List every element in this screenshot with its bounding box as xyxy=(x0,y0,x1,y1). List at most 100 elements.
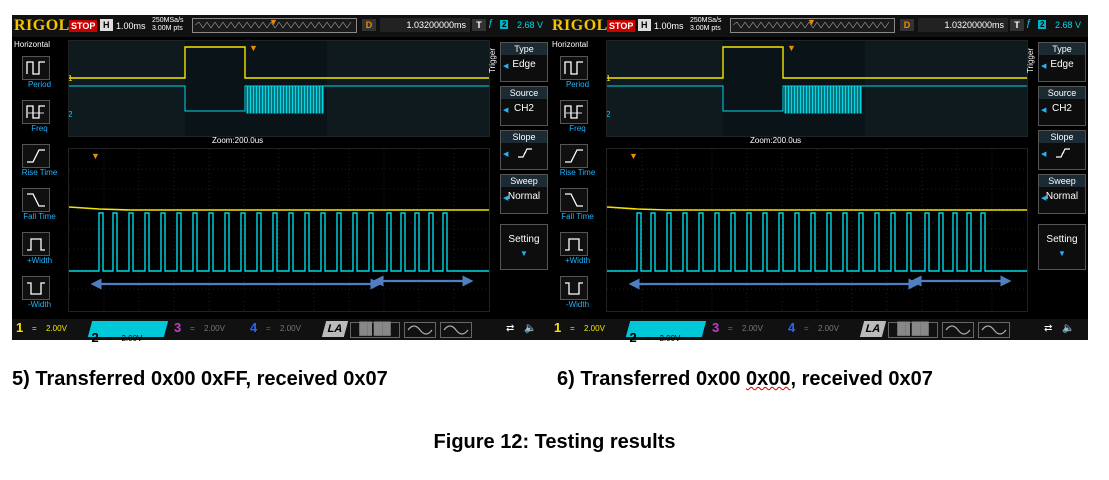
ch1-scale[interactable]: 1 = 2.00V xyxy=(554,320,605,335)
main-waveform-window[interactable]: ▼ Transferred data Received data xyxy=(68,148,490,312)
speaker-mute-icon[interactable]: 🔈 xyxy=(1062,323,1075,334)
trigger-source-button[interactable]: Source ◀ CH2 xyxy=(1038,86,1086,126)
waveform-display: ▼ xyxy=(69,149,489,311)
period-icon xyxy=(26,61,45,75)
rising-slope-icon xyxy=(518,148,532,158)
zoom-overview-window[interactable]: 1 2 ▼ xyxy=(68,40,490,137)
timebase-value: 1.00ms xyxy=(654,21,684,31)
ch1-marker: 1 xyxy=(607,74,611,83)
minus-width-icon xyxy=(565,282,583,295)
measure-plus-width-button[interactable]: +Width xyxy=(12,232,67,272)
ch2-trace xyxy=(607,212,1027,272)
measure-plus-width-button[interactable]: +Width xyxy=(550,232,605,272)
plus-width-icon xyxy=(565,238,583,251)
measure-period-button[interactable]: Period xyxy=(12,56,67,96)
speaker-mute-icon[interactable]: 🔈 xyxy=(524,323,537,334)
logic-analyzer-button[interactable]: LA xyxy=(859,321,887,337)
channel-bar: 1 = 2.00V 2 = 2.00V 3 = 2.00V 4 = 2.00V LA ███ █… xyxy=(550,319,1088,345)
trigger-type-button[interactable]: Type ◀ Edge xyxy=(1038,42,1086,82)
measure-freq-button[interactable]: Freq xyxy=(12,100,67,140)
trigger-menu: Trigger Type ◀ Edge Source ◀ CH2 Slope ◀ Swee… xyxy=(1026,38,1088,313)
channel-bar: 1 = 2.00V 2 = 2.00V 3 = 2.00V 4 = 2.00V LA ███ █… xyxy=(12,319,550,345)
ch2-marker: 2 xyxy=(69,110,73,119)
measure-menu-title: Horizontal xyxy=(552,40,589,49)
trigger-position-icon: ▼ xyxy=(269,17,278,27)
frequency-icon xyxy=(564,105,583,119)
brand-logo: RIGOL xyxy=(14,17,70,34)
trigger-level: 2.68 V xyxy=(517,20,544,30)
ch2-scale[interactable]: 2 = 2.00V xyxy=(87,321,169,345)
ch1-scale[interactable]: 1 = 2.00V xyxy=(16,320,67,335)
overview-waveforms: 1 2 ▼ xyxy=(607,41,1027,136)
trigger-setting-button[interactable]: Setting ▼ xyxy=(500,224,548,270)
ch4-scale[interactable]: 4 = 2.00V xyxy=(250,320,301,335)
arrow-left-icon: ◀ xyxy=(503,107,509,114)
trigger-sweep-button[interactable]: Sweep ◀ Normal xyxy=(500,174,548,214)
brand-logo: RIGOL xyxy=(552,17,608,34)
minus-width-icon xyxy=(27,282,45,295)
zoom-overview-window[interactable]: 1 2 ▼ xyxy=(606,40,1028,137)
rise-time-icon xyxy=(27,149,45,163)
generator-1-sine-icon[interactable] xyxy=(404,322,436,338)
digital-channel-grid-icon: ███ ████ ███ ████ xyxy=(350,322,400,338)
logic-analyzer-button[interactable]: LA xyxy=(321,321,349,337)
rise-time-icon xyxy=(565,149,583,163)
measure-fall-time-button[interactable]: Fall Time xyxy=(12,188,67,228)
ch2-trace xyxy=(69,212,489,272)
trigger-slope-button[interactable]: Slope ◀ xyxy=(500,130,548,170)
trigger-slope-button[interactable]: Slope ◀ xyxy=(1038,130,1086,170)
measure-menu: Horizontal Period Freq Rise Time Fall Ti… xyxy=(550,38,605,313)
measure-period-button[interactable]: Period xyxy=(550,56,605,96)
transferred-data-label: Transferred data xyxy=(747,287,843,302)
delay-label: D xyxy=(900,19,914,31)
frequency-icon xyxy=(26,105,45,119)
measure-fall-time-button[interactable]: Fall Time xyxy=(550,188,605,228)
measure-rise-time-button[interactable]: Rise Time xyxy=(12,144,67,184)
waveform-display: ▼ xyxy=(607,149,1027,311)
zoom-caption: Zoom:200.0us xyxy=(212,136,264,145)
plus-width-icon xyxy=(27,238,45,251)
chevron-down-icon: ▼ xyxy=(1058,249,1066,258)
measure-freq-button[interactable]: Freq xyxy=(550,100,605,140)
trigger-position-marker-icon: ▼ xyxy=(91,151,100,161)
usb-icon: ⇄ xyxy=(1044,323,1053,334)
generator-2-sine-icon[interactable] xyxy=(440,322,472,338)
trigger-marker-icon: ▼ xyxy=(249,43,258,53)
fall-time-icon xyxy=(27,193,45,207)
timebase-value: 1.00ms xyxy=(116,21,146,31)
delay-value: 1.03200000ms xyxy=(918,18,1008,32)
ch3-scale[interactable]: 3 = 2.00V xyxy=(712,320,763,335)
status-bar: RIGOL STOP H 1.00ms 250MSa/s 3.00M pts ▼ … xyxy=(12,15,550,37)
transferred-data-label: Transferred data xyxy=(209,287,305,302)
overview-wave-icon xyxy=(733,22,890,28)
trigger-label: T xyxy=(472,19,486,31)
measure-minus-width-button[interactable]: -Width xyxy=(12,276,67,316)
trigger-source-button[interactable]: Source ◀ CH2 xyxy=(500,86,548,126)
measure-minus-width-button[interactable]: -Width xyxy=(550,276,605,316)
measure-rise-time-button[interactable]: Rise Time xyxy=(550,144,605,184)
run-stop-status[interactable]: STOP xyxy=(69,20,98,32)
caption-right: 6) Transferred 0x00 0x00, received 0x07 xyxy=(557,368,933,390)
ch4-scale[interactable]: 4 = 2.00V xyxy=(788,320,839,335)
run-stop-status[interactable]: STOP xyxy=(607,20,636,32)
trigger-type-button[interactable]: Type ◀ Edge xyxy=(500,42,548,82)
trigger-menu: Trigger Type ◀ Edge Source ◀ CH2 Slope ◀ Swee… xyxy=(488,38,550,313)
arrow-left-icon: ◀ xyxy=(1041,107,1047,114)
trigger-level: 2.68 V xyxy=(1055,20,1082,30)
trigger-menu-title: Trigger xyxy=(488,48,497,74)
arrow-left-icon: ◀ xyxy=(503,151,509,158)
generator-2-sine-icon[interactable] xyxy=(978,322,1010,338)
trigger-setting-button[interactable]: Setting ▼ xyxy=(1038,224,1086,270)
delay-label: D xyxy=(362,19,376,31)
ch3-scale[interactable]: 3 = 2.00V xyxy=(174,320,225,335)
trigger-label: T xyxy=(1010,19,1024,31)
generator-1-sine-icon[interactable] xyxy=(942,322,974,338)
main-waveform-window[interactable]: ▼ Transferred data Received data xyxy=(606,148,1028,312)
rising-edge-icon: ƒ xyxy=(488,18,494,29)
trigger-channel: 2 xyxy=(1038,20,1047,29)
trigger-sweep-button[interactable]: Sweep ◀ Normal xyxy=(1038,174,1086,214)
arrow-left-icon: ◀ xyxy=(503,195,509,202)
delay-value: 1.03200000ms xyxy=(380,18,470,32)
measure-menu: Horizontal Period Freq Rise Time Fall Ti… xyxy=(12,38,67,313)
ch2-scale[interactable]: 2 = 2.00V xyxy=(625,321,707,345)
